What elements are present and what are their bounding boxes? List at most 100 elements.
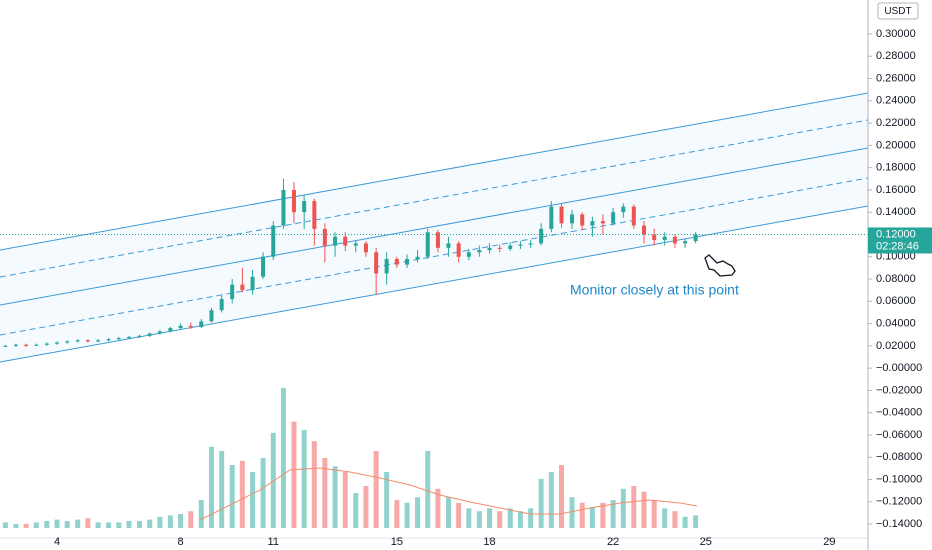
candle-body (374, 252, 379, 274)
x-tick-label: 11 (268, 536, 279, 548)
candle-body (672, 236, 677, 244)
volume-bar (322, 458, 328, 528)
candle-body (539, 228, 544, 244)
channel-middle (0, 147, 869, 306)
candle-body (55, 342, 60, 344)
last-price-box (868, 227, 932, 254)
volume-bar (75, 519, 81, 528)
candle-body (631, 206, 636, 226)
y-tick-label: 0.30000 (876, 28, 916, 40)
volume-bar (456, 502, 462, 528)
x-tick-label: 8 (178, 536, 184, 548)
candle-body (250, 276, 255, 291)
candle-body (240, 284, 245, 291)
volume-bar (33, 522, 39, 528)
volume-bar (569, 497, 575, 528)
y-tick-label: 0.16000 (876, 184, 916, 196)
candle-body (96, 340, 101, 342)
candle-body (168, 328, 173, 332)
volume-bar (589, 507, 595, 528)
y-tick-label: 0.22000 (876, 117, 916, 129)
candle-body (116, 338, 121, 340)
y-tick-label: 0.06000 (876, 295, 916, 307)
volume-bar (445, 497, 451, 528)
volume-bar (651, 500, 657, 528)
volume-bar (280, 388, 286, 528)
volume-bar (528, 508, 534, 528)
volume-bar (353, 493, 359, 528)
candle-body (65, 341, 70, 343)
volume-bar (631, 486, 637, 528)
candle-body (44, 343, 49, 345)
candle-body (580, 214, 585, 226)
volume-bar (85, 518, 91, 528)
volume-bar (332, 466, 338, 528)
y-tick-label: −0.04000 (876, 407, 922, 419)
volume-bar (157, 516, 163, 528)
y-tick-label: 0.10000 (876, 251, 916, 263)
volume-bar (311, 441, 317, 528)
candle-body (75, 340, 80, 342)
candle-body (333, 236, 338, 246)
candle-body (446, 243, 451, 248)
volume-bar (291, 421, 297, 528)
volume-bar (167, 515, 173, 528)
volume-bar (559, 465, 565, 528)
countdown: 02:28:46 (876, 240, 919, 252)
volume-bar (620, 488, 626, 528)
volume-bar (579, 502, 585, 528)
volume-bar (147, 519, 153, 528)
volume-bar (466, 508, 472, 528)
x-tick-label: 25 (700, 536, 712, 548)
volume-bar (270, 432, 276, 528)
y-tick-label: −0.02000 (876, 384, 922, 396)
volume-bar (13, 523, 19, 528)
candle-body (477, 250, 482, 253)
volume-bar (363, 486, 369, 528)
candle-body (261, 256, 266, 277)
volume-bar (476, 511, 482, 528)
x-tick-label: 29 (823, 536, 835, 548)
candle-body (188, 325, 193, 327)
candle-body (209, 310, 214, 322)
volume-bar (239, 460, 245, 528)
volume-bar (487, 508, 493, 528)
currency-box[interactable] (877, 2, 919, 20)
candle-body (34, 344, 39, 346)
volume-bar (23, 523, 29, 528)
volume-bar (229, 465, 235, 528)
volume-bar (116, 522, 122, 528)
candle-body (178, 325, 183, 329)
candle-body (425, 232, 430, 257)
candle-body (291, 189, 296, 213)
y-tick-label: 0.24000 (876, 95, 916, 107)
volume-bar (126, 521, 132, 528)
candle-body (611, 212, 616, 224)
volume-bar (178, 514, 184, 528)
candle-body (528, 243, 533, 245)
volume-bar (682, 516, 688, 528)
candles (3, 178, 698, 347)
volume-bar (693, 515, 699, 528)
candle-body (683, 241, 688, 244)
volume-bar (44, 521, 50, 528)
candle-body (384, 258, 389, 274)
candle-body (219, 299, 224, 311)
candle-body (394, 258, 399, 265)
volume-bar (301, 430, 307, 528)
volume-bar (404, 502, 410, 528)
volume-bar (415, 497, 421, 528)
candle-body (271, 225, 276, 257)
volume-bar (610, 500, 616, 528)
y-tick-label: 0.20000 (876, 139, 916, 151)
channel-dashed (0, 177, 869, 336)
volume-bar (641, 491, 647, 528)
volume-bar (600, 502, 606, 528)
candle-body (147, 333, 152, 336)
candle-body (322, 228, 327, 246)
volume-bar (219, 451, 225, 528)
candle-body (199, 321, 204, 327)
candle-body (302, 201, 307, 213)
candle-body (621, 206, 626, 213)
